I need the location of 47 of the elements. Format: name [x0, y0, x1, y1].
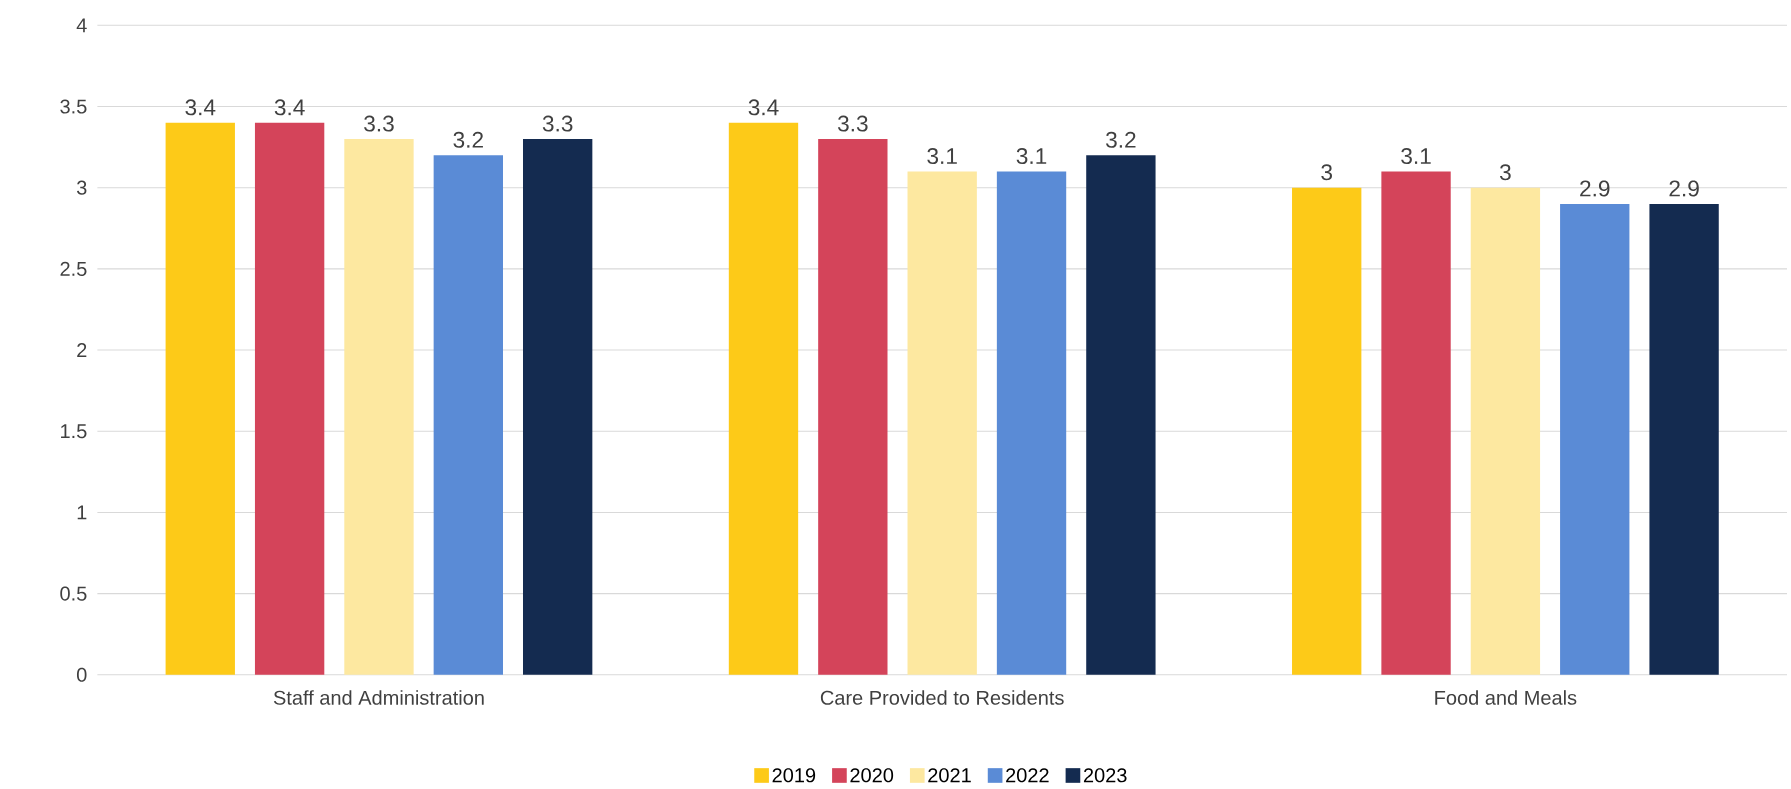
legend-label: 2020 — [850, 767, 894, 783]
bar — [1381, 171, 1451, 675]
bar — [1560, 203, 1630, 675]
data-label: 3.4 — [748, 99, 779, 116]
data-label: 3 — [1321, 164, 1332, 181]
data-label: 3.2 — [453, 131, 483, 148]
legend-label: 2023 — [1083, 767, 1127, 783]
bar — [818, 138, 888, 675]
data-label: 3.1 — [927, 147, 957, 164]
data-label: 3.4 — [185, 99, 216, 116]
y-tick-label: 2.5 — [60, 261, 87, 276]
x-tick-label: Care Provided to Residents — [820, 689, 1064, 705]
x-tick-label: Staff and Administration — [273, 689, 484, 705]
bar — [996, 171, 1067, 675]
y-tick-label: 3 — [76, 180, 87, 195]
bar — [728, 122, 799, 675]
y-tick-label: 4 — [76, 18, 87, 32]
legend-label: 2022 — [1006, 767, 1049, 783]
x-tick-label: Food and Meals — [1435, 689, 1577, 705]
y-tick-label: 0.5 — [60, 586, 87, 601]
data-label: 3.2 — [1105, 131, 1136, 148]
data-label: 3.3 — [542, 115, 573, 132]
legend-label: 2019 — [772, 767, 816, 783]
data-label: 3.1 — [1016, 147, 1047, 164]
data-label: 3.3 — [837, 115, 868, 132]
data-label: 3.4 — [274, 99, 305, 116]
bar — [1292, 187, 1362, 675]
bar — [1649, 203, 1719, 675]
data-label: 3.1 — [1401, 147, 1431, 164]
legend-label: 2021 — [928, 767, 971, 783]
y-tick-label: 3.5 — [60, 99, 87, 114]
bar — [1470, 187, 1541, 675]
y-tick-label: 2 — [77, 342, 87, 357]
data-label: 3 — [1499, 164, 1511, 181]
y-tick-label: 1 — [77, 505, 87, 520]
bar — [433, 154, 503, 675]
y-tick-label: 0 — [76, 667, 87, 682]
data-label: 2.9 — [1669, 180, 1699, 197]
bar — [165, 122, 235, 675]
bar — [523, 138, 593, 675]
bar — [344, 138, 414, 675]
data-label: 3.3 — [364, 115, 394, 132]
bar — [254, 122, 325, 675]
bar — [907, 171, 977, 675]
bar — [1086, 154, 1156, 675]
data-label: 2.9 — [1580, 180, 1610, 197]
y-tick-label: 1.5 — [61, 424, 87, 438]
